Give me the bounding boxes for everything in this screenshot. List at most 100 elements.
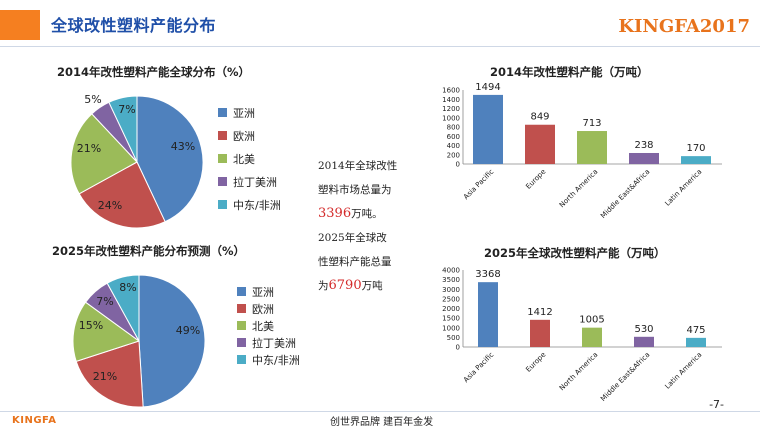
y-tick-label: 0 xyxy=(456,161,460,169)
legend-item: 拉丁美洲 xyxy=(218,170,281,193)
pie-data-label: 21% xyxy=(77,142,101,155)
y-tick-label: 800 xyxy=(447,124,460,132)
y-tick-label: 500 xyxy=(447,334,460,342)
x-tick-label: Asia Pacific xyxy=(462,351,495,384)
market-summary-text: 2014年全球改性 塑料市场总量为 3396万吨。 2025年全球改 性塑料产能… xyxy=(318,154,410,298)
y-tick-label: 600 xyxy=(447,133,460,141)
legend-swatch xyxy=(218,154,227,163)
summary-line: 性塑料产能总量 xyxy=(318,256,392,268)
legend-label: 欧洲 xyxy=(252,302,274,316)
footer-logo: KINGFA xyxy=(12,415,57,426)
total-2025: 6790 xyxy=(328,278,362,293)
x-tick-label: Latin America xyxy=(664,168,704,208)
pie-data-label: 43% xyxy=(171,140,195,153)
pie-2014-legend: 亚洲欧洲北美拉丁美洲中东/非洲 xyxy=(218,101,281,216)
summary-line: 塑料市场总量为 xyxy=(318,184,392,196)
legend-label: 拉丁美洲 xyxy=(252,336,296,350)
y-tick-label: 0 xyxy=(456,344,460,352)
summary-line: 2025年全球改 xyxy=(318,232,387,244)
x-tick-label: North America xyxy=(558,168,599,209)
y-tick-label: 3500 xyxy=(442,276,460,284)
x-tick-label: Europe xyxy=(524,351,547,374)
bar-2025-title: 2025年全球改性塑料产能（万吨） xyxy=(484,246,666,260)
bar xyxy=(525,124,555,164)
y-tick-label: 1200 xyxy=(442,105,460,113)
y-tick-label: 2500 xyxy=(442,295,460,303)
pie-2014-title: 2014年改性塑料产能全球分布（%） xyxy=(57,65,251,79)
legend-item: 北美 xyxy=(237,317,300,334)
x-tick-label: Latin America xyxy=(664,351,704,391)
legend-label: 北美 xyxy=(233,152,255,166)
summary-line: 为6790万吨 xyxy=(318,278,383,293)
legend-item: 拉丁美洲 xyxy=(237,334,300,351)
summary-line: 3396万吨。 xyxy=(318,206,383,221)
header-divider xyxy=(0,46,760,47)
bar-value-label: 1412 xyxy=(527,307,552,318)
bar-value-label: 1494 xyxy=(475,82,500,93)
bar xyxy=(530,319,550,347)
pie-data-label: 8% xyxy=(119,281,136,294)
legend-label: 中东/非洲 xyxy=(252,353,300,367)
legend-item: 中东/非洲 xyxy=(218,193,281,216)
pie-slice xyxy=(106,274,140,342)
legend-item: 欧洲 xyxy=(237,300,300,317)
page-number: -7- xyxy=(709,398,724,411)
bar xyxy=(629,152,659,164)
pie-data-label: 21% xyxy=(93,370,117,383)
pie-data-label: 7% xyxy=(96,295,113,308)
x-tick-label: Europe xyxy=(524,168,547,191)
pie-slice xyxy=(136,95,204,223)
legend-swatch xyxy=(237,321,246,330)
y-tick-label: 4000 xyxy=(442,267,460,275)
bar-value-label: 530 xyxy=(634,324,653,335)
pie-data-label: 15% xyxy=(79,319,103,332)
bar-value-label: 849 xyxy=(530,112,549,123)
bar xyxy=(577,131,607,164)
header-accent-bar xyxy=(0,10,40,40)
pie-slice xyxy=(72,301,141,363)
legend-label: 亚洲 xyxy=(233,106,255,120)
legend-swatch xyxy=(237,338,246,347)
y-tick-label: 1000 xyxy=(442,324,460,332)
total-2014: 3396 xyxy=(318,206,352,221)
legend-swatch xyxy=(218,200,227,209)
page-title: 全球改性塑料产能分布 xyxy=(51,16,217,35)
legend-label: 拉丁美洲 xyxy=(233,175,277,189)
bar xyxy=(634,336,654,347)
legend-item: 中东/非洲 xyxy=(237,351,300,368)
legend-swatch xyxy=(237,287,246,296)
bar xyxy=(686,337,706,347)
x-tick-label: Middle East&Africa xyxy=(599,351,651,403)
footer-divider xyxy=(0,411,760,412)
bar xyxy=(478,282,498,347)
legend-label: 亚洲 xyxy=(252,285,274,299)
pie-2025-legend: 亚洲欧洲 北美拉丁美洲中东/非洲 xyxy=(237,283,300,368)
legend-swatch xyxy=(218,131,227,140)
legend-label: 欧洲 xyxy=(233,129,255,143)
bar-value-label: 238 xyxy=(634,140,653,151)
summary-line: 2014年全球改性 xyxy=(318,160,398,172)
pie-slice xyxy=(70,113,138,195)
pie-slice xyxy=(108,95,138,163)
bar xyxy=(582,327,602,347)
legend-swatch xyxy=(237,304,246,313)
legend-swatch xyxy=(237,355,246,364)
legend-item: 欧洲 xyxy=(218,124,281,147)
pie-data-label: 24% xyxy=(98,199,122,212)
x-tick-label: Asia Pacific xyxy=(462,168,495,201)
x-tick-label: Middle East&Africa xyxy=(599,168,651,220)
pie-slice xyxy=(138,274,206,408)
pie-data-label: 7% xyxy=(118,103,135,116)
bar-value-label: 713 xyxy=(582,118,601,129)
pie-2025-title: 2025年改性塑料产能分布预测（%） xyxy=(52,244,246,258)
pie-slice xyxy=(75,340,144,408)
pie-slice xyxy=(78,161,166,229)
pie-data-label: 49% xyxy=(176,324,200,337)
legend-swatch xyxy=(218,108,227,117)
bar-value-label: 170 xyxy=(686,143,705,154)
legend-swatch xyxy=(218,177,227,186)
brand-logo: KINGFA2017 xyxy=(618,16,750,37)
legend-item: 北美 xyxy=(218,147,281,170)
y-tick-label: 200 xyxy=(447,151,460,159)
